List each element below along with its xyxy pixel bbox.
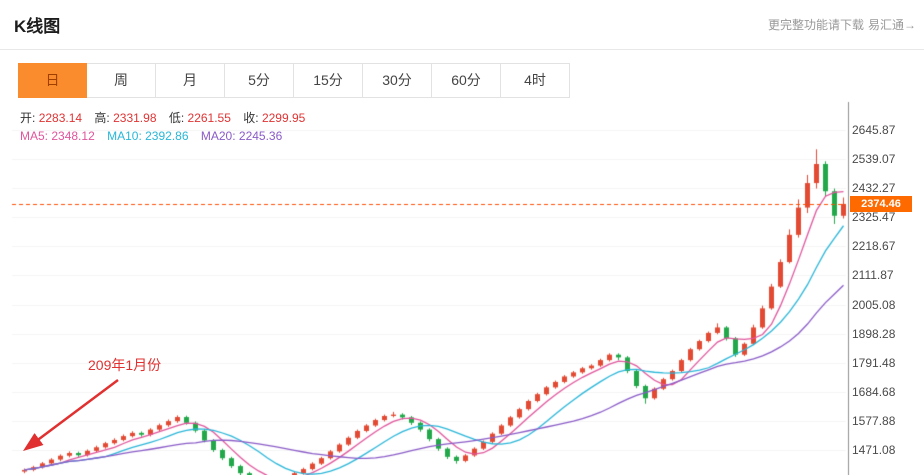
tab-4hour[interactable]: 4时 (501, 63, 570, 98)
high-value: 2331.98 (113, 111, 157, 125)
low-value: 2261.55 (187, 111, 231, 125)
y-axis-label: 2432.27 (852, 181, 896, 196)
ma10-legend: MA10: 2392.86 (107, 129, 189, 143)
y-axis-label: 1684.68 (852, 384, 896, 399)
y-axis-label: 2539.07 (852, 152, 896, 167)
y-axis-label: 2111.87 (852, 268, 894, 283)
tab-60min[interactable]: 60分 (432, 63, 501, 98)
kline-chart: 开: 2283.14 高: 2331.98 低: 2261.55 收: 2299… (0, 100, 924, 475)
low-label: 低: (168, 111, 185, 125)
y-axis-label: 1898.28 (852, 326, 896, 341)
annotation-arrow-icon (22, 378, 119, 451)
tab-5min[interactable]: 5分 (225, 63, 294, 98)
current-price-badge: 2374.46 (850, 195, 912, 212)
y-axis-label: 1577.88 (852, 413, 896, 428)
download-hint-text: 更完整功能请下载 (767, 18, 864, 32)
download-link[interactable]: 易汇通→ (867, 18, 916, 32)
page-title: K线图 (14, 17, 61, 36)
ma5-legend: MA5: 2348.12 (20, 129, 95, 143)
y-axis-label: 1791.48 (852, 355, 896, 370)
y-axis-label: 2005.08 (852, 297, 896, 312)
high-label: 高: (94, 111, 110, 125)
y-axis-label: 2645.87 (852, 123, 896, 137)
close-label: 收: (243, 111, 259, 125)
annotation-text: 209年1月份 (88, 357, 162, 373)
tab-30min[interactable]: 30分 (363, 63, 432, 98)
ohlc-info: 开: 2283.14 高: 2331.98 低: 2261.55 收: 2299… (20, 109, 314, 126)
y-axis-label: 2325.47 (852, 210, 896, 225)
page-header: K线图 更完整功能请下载 易汇通→ (0, 0, 924, 50)
open-value: 2283.14 (38, 111, 83, 125)
download-hint: 更完整功能请下载 易汇通→ (768, 16, 916, 33)
open-label: 开: (20, 111, 36, 125)
tab-month[interactable]: 月 (156, 63, 225, 98)
tab-day[interactable]: 日 (18, 63, 87, 98)
period-tabs: 日 周 月 5分 15分 30分 60分 4时 (18, 63, 924, 98)
y-axis-label: 2218.67 (852, 239, 896, 254)
tab-15min[interactable]: 15分 (294, 63, 363, 98)
ma20-legend: MA20: 2245.36 (200, 129, 283, 143)
kline-canvas[interactable] (0, 100, 924, 475)
tab-week[interactable]: 周 (87, 63, 156, 98)
close-value: 2299.95 (261, 111, 306, 125)
ma-info: MA5: 2348.12 MA10: 2392.86 MA20: 2245.36 (20, 129, 291, 143)
y-axis-label: 1471.08 (852, 443, 896, 457)
